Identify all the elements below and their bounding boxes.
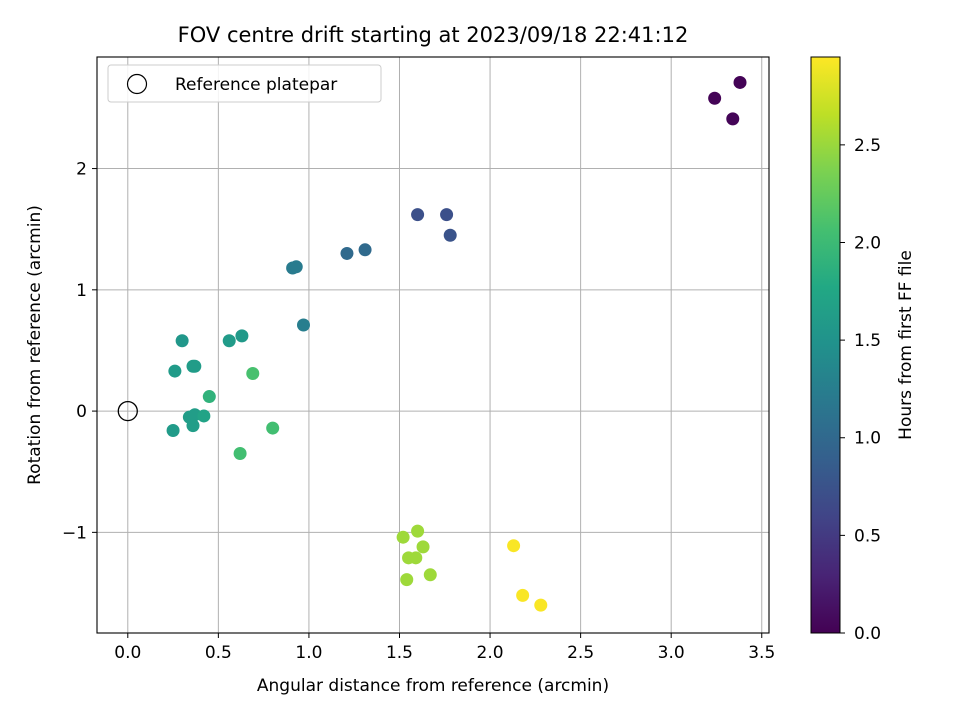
legend-marker-reference	[126, 73, 148, 95]
data-point	[396, 530, 410, 544]
data-point	[423, 568, 437, 582]
data-point	[289, 260, 303, 274]
legend-entry-reference: Reference platepar	[175, 75, 337, 95]
data-point	[416, 540, 430, 554]
x-tick-label: 3.0	[658, 643, 685, 663]
data-point	[708, 91, 722, 105]
y-tick-label: 1	[76, 281, 87, 301]
data-point	[340, 246, 354, 260]
data-point	[175, 334, 189, 348]
data-point	[222, 334, 236, 348]
data-point	[534, 598, 548, 612]
data-point	[516, 588, 530, 602]
colorbar-tick-label: 0.0	[854, 624, 881, 644]
grid-lines	[97, 57, 769, 633]
data-point	[400, 573, 414, 587]
x-tick-label: 1.5	[386, 643, 413, 663]
y-tick-label: 0	[76, 402, 87, 422]
data-points	[166, 75, 747, 612]
x-tick-label: 3.5	[748, 643, 775, 663]
data-point	[443, 228, 457, 242]
data-point	[197, 409, 211, 423]
y-axis-ticks: −1 0 1 2	[62, 160, 97, 543]
colorbar-tick-label: 2.5	[854, 136, 881, 156]
data-point	[233, 447, 247, 461]
chart-title: FOV centre drift starting at 2023/09/18 …	[178, 23, 689, 47]
x-tick-label: 2.0	[477, 643, 504, 663]
data-point	[409, 551, 423, 565]
data-point	[411, 524, 425, 538]
colorbar	[810, 56, 841, 634]
data-point	[168, 364, 182, 378]
y-tick-label: 2	[76, 160, 87, 180]
data-point	[440, 208, 454, 222]
data-point	[296, 318, 310, 332]
data-point	[358, 243, 372, 257]
reference-marker	[117, 400, 138, 422]
legend: Reference platepar	[107, 64, 382, 103]
data-point	[202, 390, 216, 404]
x-tick-label: 1.0	[295, 643, 322, 663]
colorbar-tick-label: 0.5	[854, 526, 881, 546]
data-point	[507, 539, 521, 553]
data-point	[246, 366, 260, 380]
y-tick-label: −1	[62, 523, 87, 543]
colorbar-tick-label: 1.5	[854, 331, 881, 351]
x-tick-label: 2.5	[567, 643, 594, 663]
data-point	[733, 75, 747, 89]
data-point	[166, 423, 180, 437]
data-point	[411, 208, 425, 222]
x-axis-label: Angular distance from reference (arcmin)	[257, 676, 609, 696]
data-point	[186, 419, 200, 433]
data-point	[266, 421, 280, 435]
colorbar-tick-label: 2.0	[854, 233, 881, 253]
data-point	[235, 329, 249, 343]
colorbar-tick-label: 1.0	[854, 429, 881, 449]
legend-box	[107, 64, 382, 103]
y-axis-label: Rotation from reference (arcmin)	[25, 205, 45, 485]
x-tick-label: 0.5	[205, 643, 232, 663]
x-axis-ticks: 0.0 0.5 1.0 1.5 2.0 2.5 3.0 3.5	[114, 633, 775, 663]
x-tick-label: 0.0	[114, 643, 141, 663]
colorbar-label: Hours from first FF file	[896, 250, 916, 440]
reference-point	[117, 400, 138, 422]
plot-frame	[96, 56, 770, 634]
data-point	[726, 112, 740, 126]
data-point	[188, 359, 202, 373]
colorbar-ticks: 0.0 0.5 1.0 1.5 2.0 2.5	[840, 136, 881, 644]
